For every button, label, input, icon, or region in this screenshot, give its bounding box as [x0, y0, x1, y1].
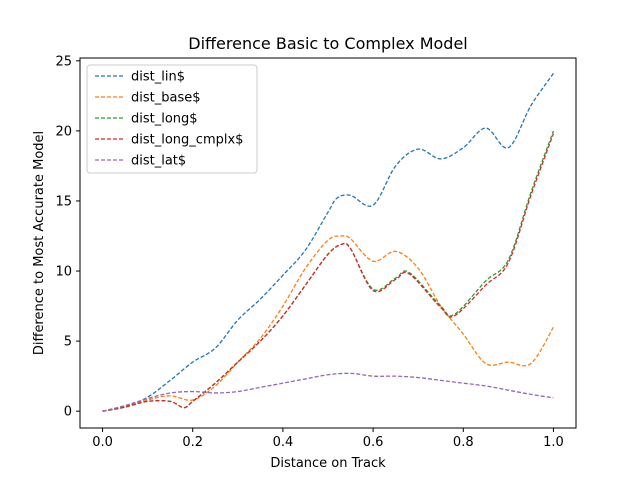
legend-label: dist_lin$: [131, 70, 185, 85]
x-axis-ticks: 0.0 0.2 0.4 0.6 0.8 1.0: [92, 428, 564, 450]
x-axis-label: Distance on Track: [270, 456, 386, 471]
y-axis-ticks: 0 5 10 15 20 25: [55, 54, 80, 420]
y-tick-label: 15: [55, 194, 72, 209]
y-tick-label: 20: [55, 124, 72, 139]
series-line-2: [102, 235, 555, 412]
legend-label: dist_long_cmplx$: [131, 133, 243, 148]
plot-frame: [79, 57, 577, 429]
y-axis-label: Difference to Most Accurate Model: [32, 131, 47, 355]
series-line-1: [102, 73, 554, 412]
y-tick-label: 25: [55, 54, 72, 69]
x-tick-label: 0.4: [273, 435, 294, 450]
x-tick-label: 0.2: [182, 435, 203, 450]
legend: dist_lin$ dist_base$ dist_long$ dist_long_c…: [86, 64, 258, 174]
legend-label: dist_base$: [131, 91, 201, 106]
series-line-4: [102, 133, 555, 412]
legend-label: dist_lat$: [131, 154, 186, 169]
legend-label: dist_long$: [131, 112, 198, 127]
series-line-5: [102, 372, 554, 412]
plot-area-lines: [102, 73, 555, 412]
chart-title: Difference Basic to Complex Model: [188, 34, 467, 53]
y-tick-label: 5: [64, 335, 72, 350]
x-tick-label: 0.6: [363, 435, 384, 450]
x-tick-label: 0.8: [453, 435, 474, 450]
x-tick-label: 0.0: [92, 435, 113, 450]
y-tick-label: 0: [64, 405, 72, 420]
x-tick-label: 1.0: [543, 435, 564, 450]
legend-box: [86, 64, 258, 174]
y-tick-label: 10: [55, 265, 72, 280]
